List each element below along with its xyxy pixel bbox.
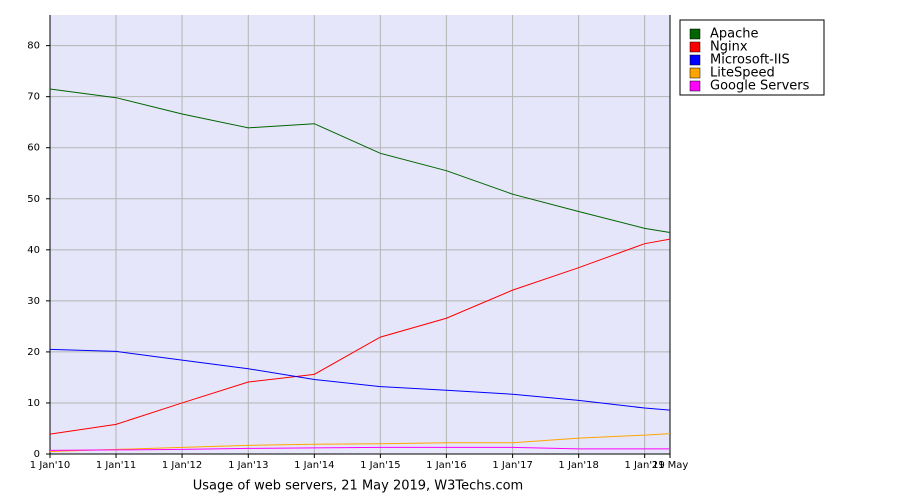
legend-box bbox=[679, 19, 825, 96]
chart-title: Usage of web servers, 21 May 2019, W3Tec… bbox=[193, 479, 523, 494]
legend-swatch bbox=[689, 80, 701, 92]
legend-label: LiteSpeed bbox=[710, 66, 775, 81]
x-tick-label: 1 Jan'14 bbox=[294, 460, 334, 471]
y-tick-label: 0 bbox=[34, 449, 40, 460]
legend-swatch bbox=[689, 41, 701, 53]
legend-label: Nginx bbox=[710, 40, 748, 55]
series-line bbox=[49, 238, 671, 435]
y-tick-label: 10 bbox=[27, 398, 40, 409]
y-tick-label: 80 bbox=[27, 41, 40, 52]
y-tick-label: 20 bbox=[27, 347, 40, 358]
legend-label: Microsoft-IIS bbox=[710, 53, 790, 68]
series-line bbox=[49, 88, 671, 233]
y-tick-label: 60 bbox=[27, 143, 40, 154]
legend-swatch bbox=[689, 67, 701, 79]
legend-label: Apache bbox=[710, 27, 759, 42]
series-line bbox=[49, 348, 671, 411]
legend-label: Google Servers bbox=[710, 79, 810, 94]
x-tick-label: 1 Jan'11 bbox=[96, 460, 136, 471]
y-tick-label: 40 bbox=[27, 245, 40, 256]
legend-swatch bbox=[689, 54, 701, 66]
y-tick-label: 30 bbox=[27, 296, 40, 307]
x-tick-label: 1 Jan'13 bbox=[228, 460, 268, 471]
x-tick-label: 1 Jan'12 bbox=[162, 460, 202, 471]
legend-swatch bbox=[689, 28, 701, 40]
x-tick-label: 1 Jan'10 bbox=[30, 460, 70, 471]
y-tick-label: 70 bbox=[27, 92, 40, 103]
y-tick-label: 50 bbox=[27, 194, 40, 205]
series-line bbox=[49, 446, 670, 451]
series-line bbox=[49, 433, 671, 452]
x-tick-label: 1 Jan'17 bbox=[492, 460, 532, 471]
x-tick-label: 1 Jan'18 bbox=[558, 460, 598, 471]
x-tick-label: 1 Jan'15 bbox=[360, 460, 400, 471]
plot-area bbox=[50, 15, 670, 454]
x-tick-label: 1 Jan'16 bbox=[426, 460, 466, 471]
x-tick-label: 21 May bbox=[652, 460, 689, 471]
x-tick-label: 1 Jan'19 bbox=[624, 460, 664, 471]
